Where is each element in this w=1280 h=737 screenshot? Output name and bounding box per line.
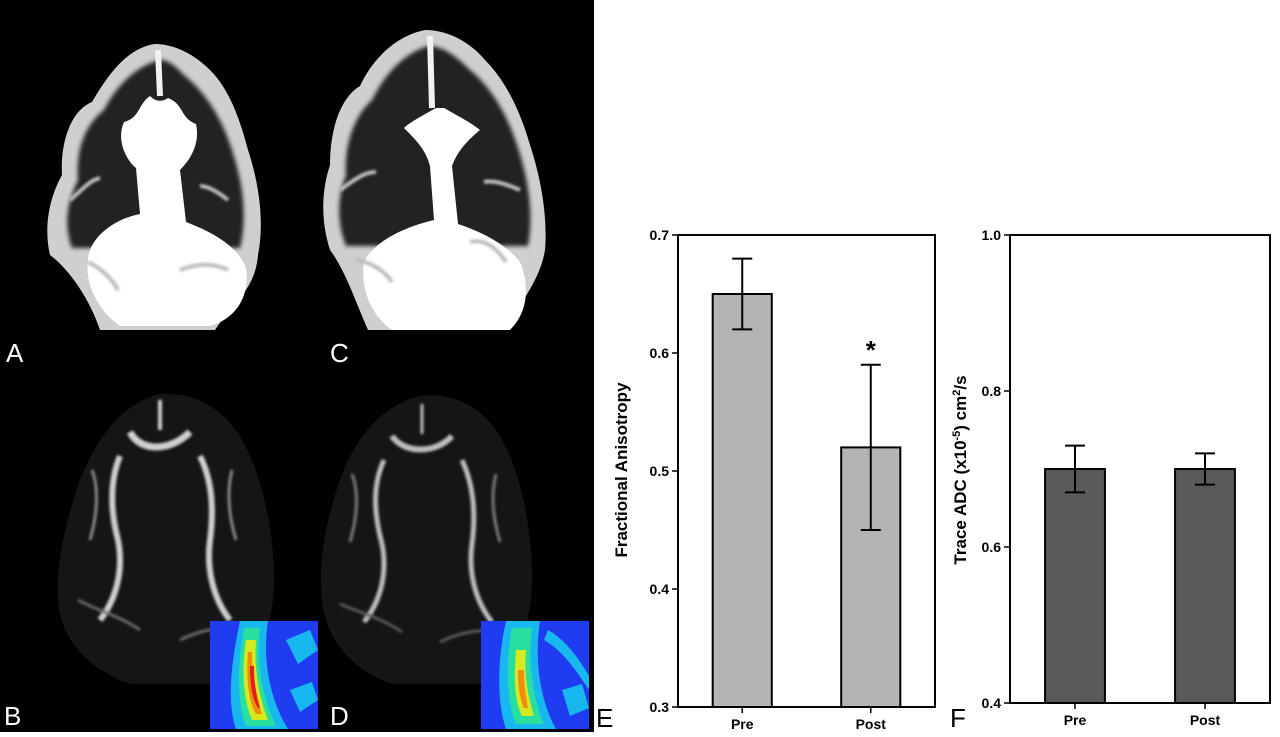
panel-label-c: C <box>330 338 349 368</box>
fa-y-tick-label: 0.4 <box>650 581 670 597</box>
adc-x-tick-label-post: Post <box>1190 712 1221 728</box>
adc-x-tick-label-pre: Pre <box>1064 712 1087 728</box>
adc-y-label-sq: 2 <box>951 390 963 396</box>
fa-y-tick-label: 0.3 <box>650 699 670 715</box>
adc-bar-chart-svg: Trace ADC (x10-5) cm2/s 0.4 0.6 0.8 1.0 Pre P… <box>951 227 1271 728</box>
fa-bar-chart-svg: Fractional Anisotropy 0.3 0.4 0.5 0.6 0.7 Pre… <box>612 227 936 732</box>
fa-y-tick-label: 0.6 <box>650 345 670 361</box>
fa-x-tick-label-post: Post <box>856 716 887 732</box>
fa-map-d <box>320 395 533 684</box>
fa-heatmap-inset-d <box>481 621 589 729</box>
panel-label-a: A <box>6 338 24 368</box>
fa-y-axis-label: Fractional Anisotropy <box>612 382 631 558</box>
brain-scan-a <box>47 44 261 330</box>
adc-bar-pre <box>1044 468 1106 704</box>
fa-significance-marker: * <box>866 335 877 365</box>
adc-y-tick-label: 0.8 <box>982 383 1002 399</box>
adc-y-label-exp: -5 <box>951 431 963 441</box>
adc-bar-chart: Trace ADC (x10-5) cm2/s 0.4 0.6 0.8 1.0 Pre P… <box>945 0 1280 732</box>
adc-y-tick-label: 0.6 <box>982 539 1002 555</box>
adc-y-label-part-3: /s <box>951 375 970 389</box>
adc-y-tick-label: 0.4 <box>982 695 1002 711</box>
brain-scan-c <box>323 30 546 330</box>
fa-y-tick-label: 0.5 <box>650 463 670 479</box>
panel-label-d: D <box>330 701 349 731</box>
fa-map-b <box>57 393 275 684</box>
adc-plot-frame <box>1009 234 1271 704</box>
adc-y-axis-label: Trace ADC (x10-5) cm2/s <box>951 375 970 564</box>
fa-heatmap-inset-b <box>210 621 318 729</box>
adc-y-tick-label: 1.0 <box>982 227 1002 243</box>
adc-y-label-part-1: Trace ADC (x10 <box>951 440 970 564</box>
adc-bar-post <box>1174 468 1236 704</box>
fa-x-tick-label-pre: Pre <box>731 716 754 732</box>
fa-bar-chart: Fractional Anisotropy 0.3 0.4 0.5 0.6 0.7 Pre… <box>600 0 980 732</box>
brain-images-panel: A C B D <box>0 0 594 732</box>
panel-label-e: E <box>596 703 614 733</box>
fa-bar-pre <box>711 293 773 708</box>
brain-images <box>47 30 589 729</box>
panel-label-b: B <box>4 701 22 731</box>
adc-y-label-part-2: ) cm <box>951 396 970 431</box>
fa-y-tick-label: 0.7 <box>650 227 670 243</box>
panel-label-f: F <box>950 703 966 733</box>
